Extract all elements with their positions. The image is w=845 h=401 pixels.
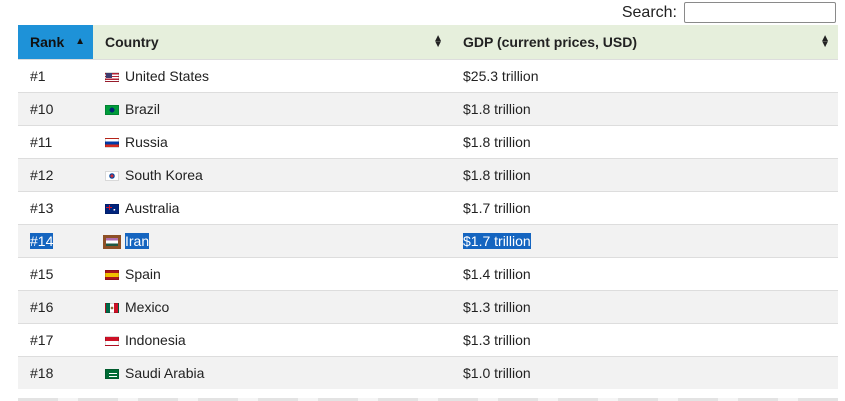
rank-cell: #16 — [18, 289, 93, 323]
country-cell: United States — [93, 58, 451, 92]
gdp-header-label: GDP (current prices, USD) — [463, 33, 638, 50]
country-name: Russia — [125, 133, 168, 150]
country-column-header[interactable]: Country ▲ ▼ — [93, 25, 451, 59]
gdp-cell: $1.7 trillion — [451, 223, 838, 257]
rank-text: #10 — [30, 100, 54, 117]
rank-text: #14 — [30, 232, 54, 249]
country-name: Saudi Arabia — [125, 364, 205, 381]
south-korea-flag-icon — [105, 170, 119, 181]
australia-flag-icon — [105, 203, 119, 214]
rank-cell: #15 — [18, 256, 93, 290]
table-row: #17 Indonesia $1.3 trillion — [18, 322, 838, 356]
table-header-row: Rank ▲ Country ▲ ▼ GDP (current prices, U… — [18, 25, 838, 59]
us-flag-icon — [105, 71, 119, 82]
gdp-cell: $1.3 trillion — [451, 322, 838, 356]
gdp-value: $1.8 trillion — [463, 166, 531, 183]
rank-cell: #18 — [18, 355, 93, 389]
rank-header-label: Rank — [30, 33, 65, 50]
table-row: #10 Brazil $1.8 trillion — [18, 91, 838, 125]
table-bottom-edge — [18, 398, 838, 401]
rank-cell: #1 — [18, 58, 93, 92]
table-row: #13 Australia $1.7 trillion — [18, 190, 838, 224]
indonesia-flag-icon — [105, 335, 119, 346]
country-name: South Korea — [125, 166, 203, 183]
gdp-cell: $1.4 trillion — [451, 256, 838, 290]
rank-text: #1 — [30, 67, 46, 84]
country-cell: Saudi Arabia — [93, 355, 451, 389]
search-bar: Search: — [622, 0, 836, 25]
gdp-value: $1.8 trillion — [463, 133, 531, 150]
rank-cell: #17 — [18, 322, 93, 356]
rank-cell: #12 — [18, 157, 93, 191]
country-name: Mexico — [125, 298, 170, 315]
spain-flag-icon — [105, 269, 119, 280]
saudi-arabia-flag-icon — [105, 368, 119, 379]
country-name: Indonesia — [125, 331, 186, 348]
rank-text: #11 — [30, 133, 53, 150]
search-label: Search: — [621, 3, 677, 21]
gdp-table: Rank ▲ Country ▲ ▼ GDP (current prices, U… — [18, 25, 838, 389]
gdp-cell: $1.3 trillion — [451, 289, 838, 323]
russia-flag-icon — [105, 137, 119, 148]
country-cell: Spain — [93, 256, 451, 290]
gdp-value: $1.3 trillion — [463, 298, 531, 315]
country-cell: Indonesia — [93, 322, 451, 356]
gdp-value: $1.3 trillion — [463, 331, 531, 348]
gdp-cell: $1.0 trillion — [451, 355, 838, 389]
gdp-cell: $1.7 trillion — [451, 190, 838, 224]
gdp-cell: $1.8 trillion — [451, 157, 838, 191]
country-cell: Brazil — [93, 91, 451, 125]
rank-text: #17 — [30, 331, 54, 348]
country-cell: Australia — [93, 190, 451, 224]
gdp-value: $1.4 trillion — [463, 265, 531, 282]
country-cell: Iran — [93, 223, 451, 257]
gdp-column-header[interactable]: GDP (current prices, USD) ▲ ▼ — [451, 25, 838, 59]
gdp-value: $25.3 trillion — [463, 67, 539, 84]
rank-cell: #13 — [18, 190, 93, 224]
gdp-cell: $25.3 trillion — [451, 58, 838, 92]
rank-text: #13 — [30, 199, 54, 216]
gdp-value: $1.7 trillion — [463, 199, 531, 216]
rank-cell: #11 — [18, 124, 93, 158]
search-input[interactable] — [684, 2, 836, 23]
rank-text: #12 — [30, 166, 54, 183]
sort-ascending-icon: ▲ — [75, 35, 85, 47]
sort-both-icon: ▲ ▼ — [820, 32, 830, 50]
gdp-value: $1.8 trillion — [463, 100, 531, 117]
brazil-flag-icon — [105, 104, 119, 115]
gdp-value: $1.0 trillion — [463, 364, 531, 381]
country-name: Iran — [125, 232, 150, 249]
rank-column-header[interactable]: Rank ▲ — [18, 25, 93, 59]
country-cell: South Korea — [93, 157, 451, 191]
country-name: United States — [125, 67, 210, 84]
country-header-label: Country — [105, 33, 159, 50]
gdp-cell: $1.8 trillion — [451, 91, 838, 125]
country-name: Spain — [125, 265, 161, 282]
rank-text: #15 — [30, 265, 54, 282]
gdp-value: $1.7 trillion — [463, 232, 531, 249]
rank-cell: #14 — [18, 223, 93, 257]
table-row: #14 Iran $1.7 trillion — [18, 223, 838, 257]
rank-text: #18 — [30, 364, 54, 381]
table-row: #15 Spain $1.4 trillion — [18, 256, 838, 290]
table-row: #12 South Korea $1.8 trillion — [18, 157, 838, 191]
iran-flag-icon — [103, 234, 121, 249]
table-row: #18 Saudi Arabia $1.0 trillion — [18, 355, 838, 389]
sort-both-icon: ▲ ▼ — [433, 32, 443, 50]
rank-cell: #10 — [18, 91, 93, 125]
table-row: #1 United States $25.3 trillion — [18, 58, 838, 92]
table-row: #16 Mexico $1.3 trillion — [18, 289, 838, 323]
country-cell: Russia — [93, 124, 451, 158]
table-row: #11 Russia $1.8 trillion — [18, 124, 838, 158]
gdp-cell: $1.8 trillion — [451, 124, 838, 158]
country-name: Brazil — [125, 100, 161, 117]
country-name: Australia — [125, 199, 180, 216]
mexico-flag-icon — [105, 302, 119, 313]
rank-text: #16 — [30, 298, 54, 315]
country-cell: Mexico — [93, 289, 451, 323]
